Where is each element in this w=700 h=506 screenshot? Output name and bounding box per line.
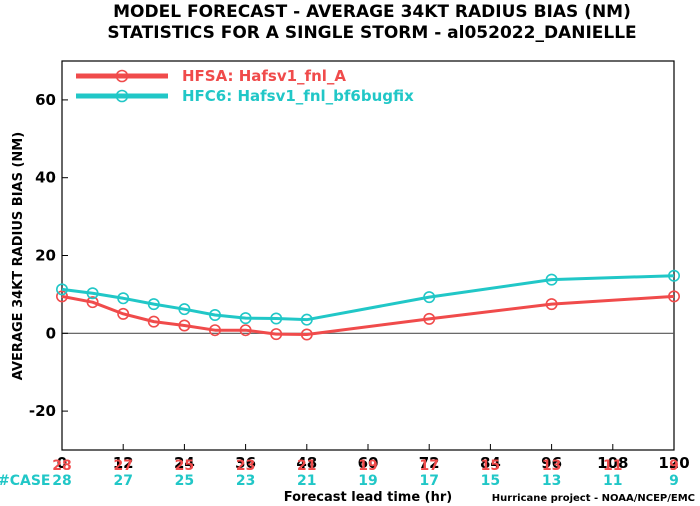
legend-marker-hfc6 bbox=[115, 89, 129, 103]
series-point-0 bbox=[545, 298, 558, 311]
series-point-1 bbox=[545, 273, 558, 286]
case-count-hfc6: 28 bbox=[52, 473, 71, 489]
series-point-1 bbox=[270, 312, 283, 325]
series-point-0 bbox=[423, 312, 436, 325]
y-tick-label: 40 bbox=[35, 169, 56, 187]
series-point-1 bbox=[117, 292, 130, 305]
case-count-hfsa: 11 bbox=[603, 458, 622, 474]
y-tick-label: -20 bbox=[29, 402, 56, 420]
x-tick-label: 48 bbox=[296, 454, 317, 472]
case-count-hfc6: 21 bbox=[297, 473, 316, 489]
case-count-hfc6: 23 bbox=[236, 473, 255, 489]
series-line-1 bbox=[61, 274, 675, 322]
series-point-0 bbox=[178, 319, 191, 332]
chart-title-line1: MODEL FORECAST - AVERAGE 34KT RADIUS BIA… bbox=[113, 2, 631, 22]
x-tick-label: 36 bbox=[235, 454, 256, 472]
x-tick-label: 60 bbox=[358, 454, 379, 472]
credit-text: Hurricane project - NOAA/NCEP/EMC bbox=[492, 493, 695, 504]
x-tick-label: 24 bbox=[174, 454, 195, 472]
series-point-1 bbox=[147, 298, 160, 311]
x-ticks: 0 12 24 36 48 60 72 84 96 108 120 bbox=[57, 444, 690, 472]
case-count-hfc6: 19 bbox=[358, 473, 377, 489]
case-count-hfsa: 28 bbox=[52, 458, 71, 474]
series-line-0 bbox=[61, 294, 675, 336]
series-point-0 bbox=[117, 307, 130, 320]
series-point-0 bbox=[270, 328, 283, 341]
x-tick-label: 0 bbox=[57, 454, 67, 472]
case-count-hfsa: 21 bbox=[297, 458, 316, 474]
series-point-0 bbox=[239, 324, 252, 337]
series-point-1 bbox=[209, 309, 222, 322]
series-point-0 bbox=[667, 290, 680, 303]
series-point-1 bbox=[423, 291, 436, 304]
legend: HFSA: Hafsv1_fnl_A HFC6: Hafsv1_fnl_bf6b… bbox=[76, 67, 414, 105]
y-tick-label: 60 bbox=[35, 91, 56, 109]
series-point-1 bbox=[300, 313, 313, 326]
x-tick-label: 96 bbox=[541, 454, 562, 472]
series-point-1 bbox=[55, 283, 68, 296]
x-tick-label: 108 bbox=[597, 454, 628, 472]
chart-title-line2: STATISTICS FOR A SINGLE STORM - al052022… bbox=[107, 23, 636, 43]
case-count-hfsa: 13 bbox=[542, 458, 561, 474]
series-point-0 bbox=[147, 315, 160, 328]
case-count-hfc6: 13 bbox=[542, 473, 561, 489]
case-count-hfsa: 15 bbox=[481, 458, 500, 474]
x-axis-label: Forecast lead time (hr) bbox=[284, 490, 452, 505]
series-point-1 bbox=[86, 287, 99, 300]
case-count-hfsa: 19 bbox=[358, 458, 377, 474]
case-count-hfsa: 9 bbox=[669, 458, 679, 474]
x-tick-label: 12 bbox=[113, 454, 134, 472]
series-layer bbox=[55, 269, 680, 341]
series-point-0 bbox=[209, 324, 222, 337]
x-tick-label: 84 bbox=[480, 454, 501, 472]
series-point-1 bbox=[667, 269, 680, 282]
case-count-hfsa: 17 bbox=[419, 458, 438, 474]
y-ticks: -20 0 20 40 60 bbox=[29, 91, 68, 420]
case-count-hfc6: 17 bbox=[419, 473, 438, 489]
legend-label-hfsa: HFSA: Hafsv1_fnl_A bbox=[182, 67, 346, 85]
x-tick-label: 72 bbox=[419, 454, 440, 472]
x-tick-label: 120 bbox=[658, 454, 689, 472]
legend-label-hfc6: HFC6: Hafsv1_fnl_bf6bugfix bbox=[182, 87, 414, 105]
y-axis-label: AVERAGE 34KT RADIUS BIAS (NM) bbox=[11, 132, 26, 380]
case-label: #CASE bbox=[0, 473, 51, 489]
case-count-hfsa: 27 bbox=[113, 458, 132, 474]
series-point-1 bbox=[239, 312, 252, 325]
series-point-0 bbox=[86, 296, 99, 309]
case-count-hfc6: 27 bbox=[113, 473, 132, 489]
y-tick-label: 0 bbox=[46, 324, 56, 342]
case-count-hfc6: 9 bbox=[669, 473, 679, 489]
legend-marker-hfsa bbox=[115, 69, 129, 83]
series-point-0 bbox=[55, 290, 68, 303]
series-point-1 bbox=[178, 303, 191, 316]
plot-frame bbox=[61, 60, 675, 451]
y-tick-label: 20 bbox=[35, 247, 56, 265]
case-count-hfc6: 15 bbox=[481, 473, 500, 489]
case-count-hfc6: 25 bbox=[175, 473, 194, 489]
case-count-hfsa: 23 bbox=[236, 458, 255, 474]
series-point-0 bbox=[300, 328, 313, 341]
case-count-hfc6: 11 bbox=[603, 473, 622, 489]
case-count-hfsa: 25 bbox=[175, 458, 194, 474]
